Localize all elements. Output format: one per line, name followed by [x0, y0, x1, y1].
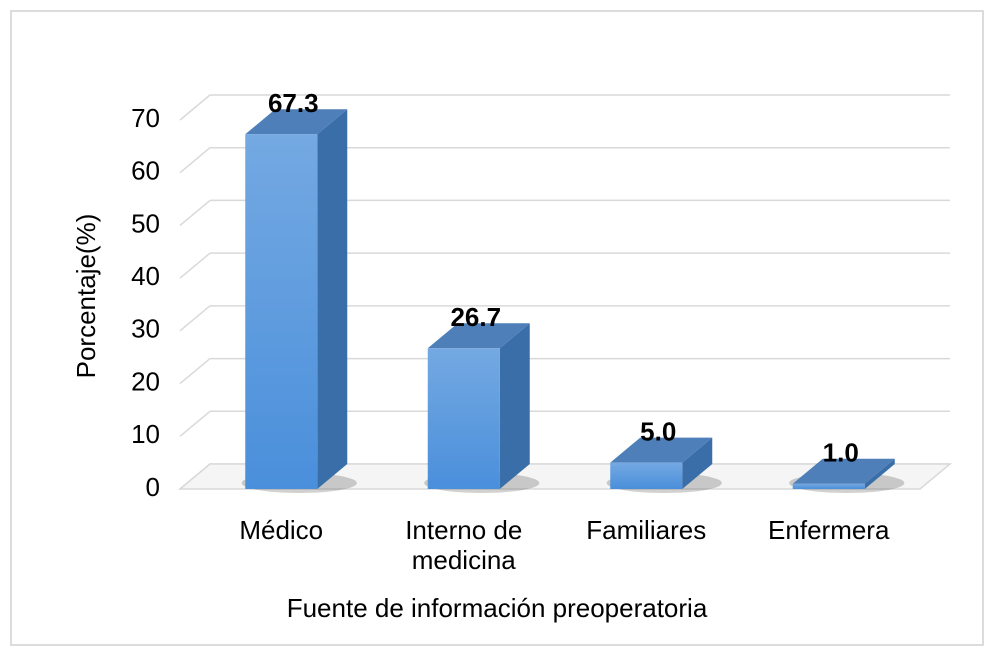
y-axis-title: Porcentaje(%) — [71, 214, 101, 379]
x-tick-label: Enfermera — [768, 515, 890, 545]
bar-top — [610, 437, 713, 463]
x-tick-label: Familiares — [586, 515, 707, 545]
grid-line-side — [179, 357, 211, 385]
y-tick-label: 50 — [131, 208, 160, 238]
value-label: 26.7 — [450, 302, 501, 332]
bar-side — [864, 458, 895, 489]
grid-line-side — [179, 199, 211, 227]
bar — [245, 134, 318, 490]
bar-top — [245, 109, 348, 135]
bar — [792, 483, 865, 489]
value-label: 1.0 — [823, 438, 859, 468]
x-axis-title: Fuente de información preoperatoria — [287, 593, 708, 623]
bar-side — [499, 323, 530, 489]
grid-line-side — [179, 94, 211, 121]
value-label: 67.3 — [268, 88, 319, 118]
y-tick-label: 0 — [146, 472, 160, 502]
grid-line-side — [179, 252, 211, 279]
bar-top — [792, 458, 895, 484]
bar-side — [682, 437, 713, 489]
bar-side — [317, 109, 348, 490]
y-tick-label: 10 — [131, 419, 160, 449]
y-tick-label: 60 — [131, 156, 160, 186]
y-tick-label: 30 — [131, 314, 160, 344]
bar — [427, 348, 500, 489]
bar — [610, 462, 683, 489]
value-label: 5.0 — [640, 417, 676, 447]
y-tick-label: 70 — [131, 103, 160, 133]
grid-line-side — [179, 305, 211, 332]
x-tick-label: Médico — [239, 515, 324, 545]
bar-top — [427, 323, 530, 349]
grid-line-side — [179, 410, 211, 437]
x-tick-label: Interno de medicina — [405, 515, 523, 575]
y-tick-label: 20 — [131, 366, 160, 396]
y-tick-label: 40 — [131, 261, 160, 291]
grid-line-side — [179, 147, 211, 174]
